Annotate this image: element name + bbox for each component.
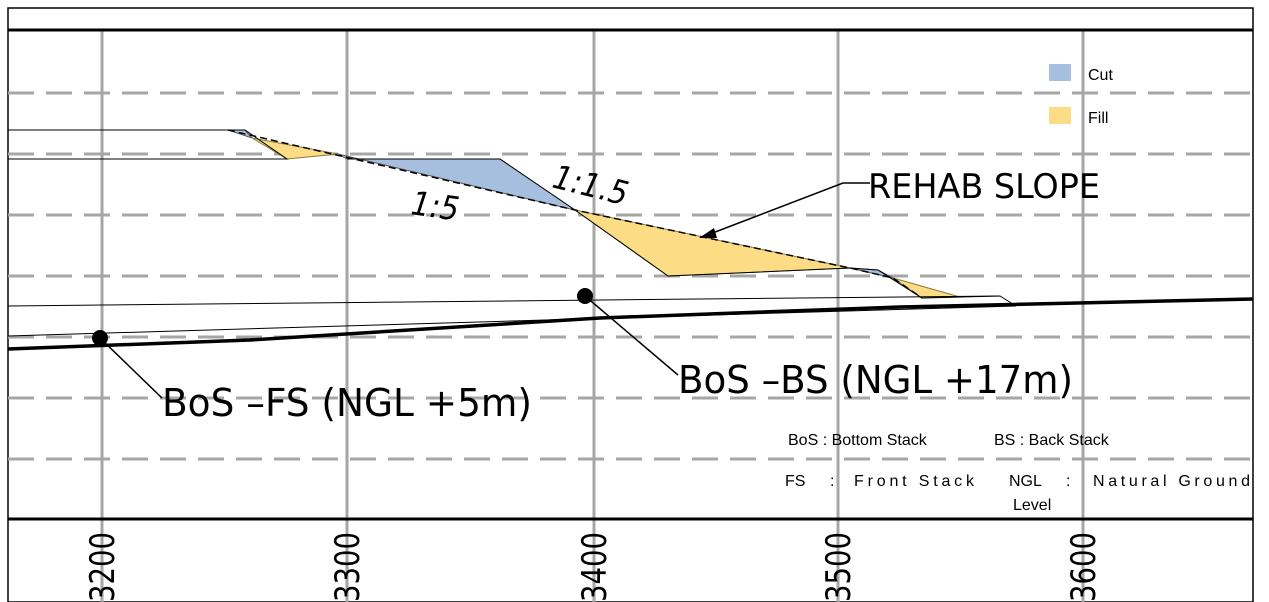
natural-ground-line [7,297,1254,351]
ngl-value-line1: Natural Ground [1093,473,1250,490]
chainage-label: 3200 [83,532,123,602]
bos-fs-label: BoS –FS (NGL +5m) [162,381,532,425]
fs-value: Front Stack [854,473,975,490]
horizontal-gridlines [8,91,1253,461]
slope-ratio-1-5: 1:5 [409,183,462,228]
ngl-key: NGL [1009,473,1042,490]
chainage-label: 3300 [328,532,368,602]
ngl-value-line2: Level [1013,497,1051,514]
stack-outlines [7,129,1017,337]
upper-stack-outline [8,129,289,160]
bs-definition: BS : Back Stack [994,432,1110,449]
rehab-slope-arrowhead [699,228,717,238]
cut-swatch [1049,64,1071,81]
fill-area [251,137,339,160]
bos-bs-leader [584,295,679,376]
legend: Cut Fill [1049,64,1113,127]
cut-legend-label: Cut [1088,67,1113,84]
bos-fs-leader [99,337,163,399]
bos-definition: BoS : Bottom Stack [788,432,928,449]
drawing-frame [7,7,1254,602]
chainage-label: 3400 [575,532,615,602]
abbreviation-notes: BoS : Bottom Stack BS : Back Stack FS : … [785,432,1250,514]
back-stack-top-line [7,295,1001,307]
fs-key: FS [785,473,805,490]
bos-bs-label: BoS –BS (NGL +17m) [678,358,1073,402]
chainage-label: 3600 [1064,532,1104,602]
rehab-slope-leader [709,182,870,235]
chainage-labels: 3200 3300 3400 3500 3600 [83,532,1104,602]
fs-separator: : [830,473,834,490]
rehab-slope-line [227,129,923,299]
fill-legend-label: Fill [1088,110,1108,127]
vertical-gridlines [100,30,1085,602]
chainage-label: 3500 [819,532,859,602]
ngl-separator: : [1066,473,1070,490]
fill-swatch [1049,107,1071,124]
fill-area [892,277,961,299]
fill-area [574,209,851,277]
rehab-slope-label: REHAB SLOPE [868,167,1100,207]
front-stack-line [7,305,1017,337]
